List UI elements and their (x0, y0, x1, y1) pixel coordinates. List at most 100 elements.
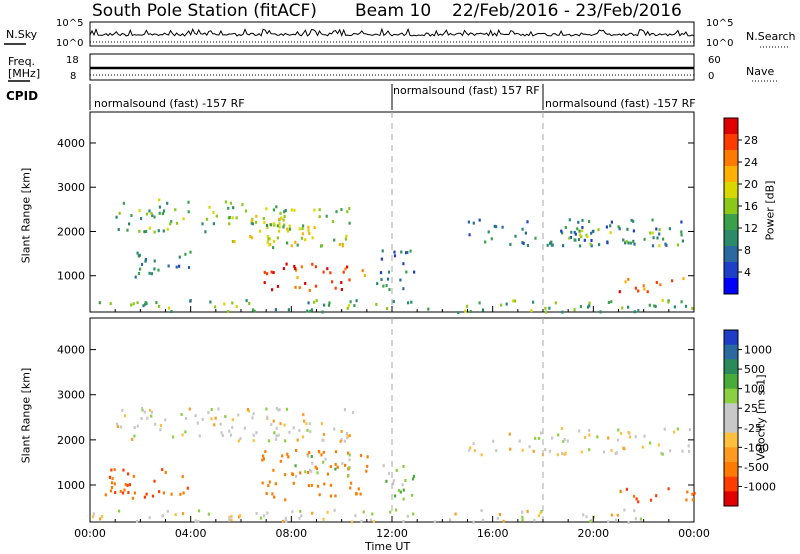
velocity-echo-cell (495, 449, 498, 452)
power-echo-cell (484, 240, 487, 244)
power-echo-cell (632, 219, 635, 223)
velocity-y-tick-label: 3000 (57, 389, 85, 402)
velocity-echo-cell (615, 518, 618, 522)
velocity-echo-cell (561, 427, 564, 431)
velocity-echo-cell (492, 439, 495, 443)
velocity-echo-cell (277, 408, 280, 412)
power-echo-cell (308, 288, 311, 292)
power-echo-cell (331, 280, 334, 284)
velocity-echo-cell (585, 515, 588, 519)
station-title: South Pole Station (fitACF) (92, 1, 317, 21)
nsearch-tick-high: 10^5 (706, 18, 734, 29)
velocity-echo-cell (350, 481, 353, 485)
power-echo-cell (231, 240, 234, 243)
velocity-echo-cell (285, 519, 288, 523)
power-echo-cell (320, 244, 324, 248)
velocity-echo-cell (298, 429, 301, 433)
velocity-echo-cell (255, 431, 258, 435)
power-echo-cell (293, 264, 296, 268)
velocity-echo-cell (641, 445, 644, 449)
power-echo-cell (148, 209, 151, 213)
velocity-echo-cell (502, 519, 505, 523)
power-echo-cell (346, 306, 349, 310)
power-y-tick-label: 1000 (57, 270, 85, 283)
velocity-echo-cell (681, 449, 684, 453)
power-echo-cell (294, 240, 297, 244)
power-echo-cell (642, 284, 645, 288)
velocity-echo-cell (133, 491, 136, 495)
velocity-colorbar-tick-label: 25 (744, 402, 758, 415)
velocity-echo-cell (265, 492, 268, 495)
velocity-echo-cell (302, 413, 305, 417)
power-echo-cell (189, 299, 192, 303)
power-echo-cell (290, 208, 293, 212)
power-echo-cell (427, 307, 430, 311)
power-echo-cell (209, 300, 212, 304)
velocity-echo-cell (214, 416, 217, 420)
power-echo-cell (560, 229, 563, 233)
velocity-colorbar-swatch (724, 418, 738, 434)
power-echo-cell (321, 310, 324, 314)
power-echo-cell (144, 258, 147, 261)
velocity-echo-cell (320, 422, 323, 426)
velocity-echo-cell (392, 482, 395, 486)
velocity-echo-cell (433, 520, 436, 524)
power-echo-cell (126, 228, 129, 232)
velocity-echo-cell (146, 416, 149, 420)
velocity-echo-cell (110, 468, 113, 472)
velocity-echo-cell (273, 495, 276, 499)
velocity-echo-cell (148, 516, 151, 520)
velocity-echo-cell (563, 452, 566, 456)
power-echo-cell (271, 288, 274, 292)
power-colorbar-swatch (724, 166, 738, 183)
velocity-echo-cell (406, 514, 409, 518)
power-echo-cell (132, 302, 135, 306)
power-echo-cell (659, 283, 662, 287)
velocity-echo-cell (237, 413, 240, 417)
velocity-echo-cell (637, 500, 640, 504)
power-echo-cell (166, 227, 169, 231)
power-echo-cell (215, 214, 218, 218)
velocity-echo-cell (472, 442, 475, 446)
velocity-echo-cell (627, 521, 630, 524)
velocity-echo-cell (270, 423, 273, 427)
x-tick-label: 00:00 (74, 527, 106, 540)
velocity-echo-cell (602, 450, 606, 454)
power-echo-cell (654, 304, 657, 308)
power-echo-cell (304, 282, 307, 285)
velocity-echo-cell (239, 514, 242, 518)
power-echo-cell (380, 257, 383, 261)
power-y-tick-label: 4000 (57, 137, 85, 150)
power-echo-cell (637, 309, 640, 313)
power-echo-cell (648, 303, 651, 307)
velocity-echo-cell (124, 483, 127, 487)
power-echo-cell (643, 287, 646, 291)
power-echo-cell (399, 278, 402, 282)
velocity-echo-cell (402, 520, 405, 523)
velocity-echo-cell (610, 513, 613, 517)
power-echo-cell (251, 308, 255, 312)
power-echo-cell (170, 220, 173, 224)
velocity-echo-cell (534, 436, 537, 440)
velocity-echo-cell (687, 444, 690, 448)
power-echo-cell (532, 300, 535, 304)
power-echo-cell (550, 240, 553, 244)
velocity-echo-cell (143, 410, 146, 414)
velocity-echo-cell (310, 455, 313, 458)
velocity-echo-cell (291, 473, 295, 476)
power-echo-cell (348, 206, 351, 210)
power-echo-cell (464, 309, 467, 313)
velocity-echo-cell (140, 406, 144, 410)
power-echo-cell (167, 306, 171, 310)
velocity-echo-cell (196, 421, 199, 425)
velocity-echo-cell (322, 517, 325, 521)
velocity-echo-cell (277, 433, 280, 437)
power-echo-cell (205, 217, 209, 221)
power-echo-cell (224, 200, 227, 204)
velocity-echo-cell (296, 438, 299, 442)
velocity-echo-cell (159, 428, 162, 432)
power-echo-cell (301, 227, 304, 231)
power-echo-cell (265, 223, 269, 227)
velocity-echo-cell (326, 472, 329, 476)
velocity-echo-cell (153, 479, 156, 483)
